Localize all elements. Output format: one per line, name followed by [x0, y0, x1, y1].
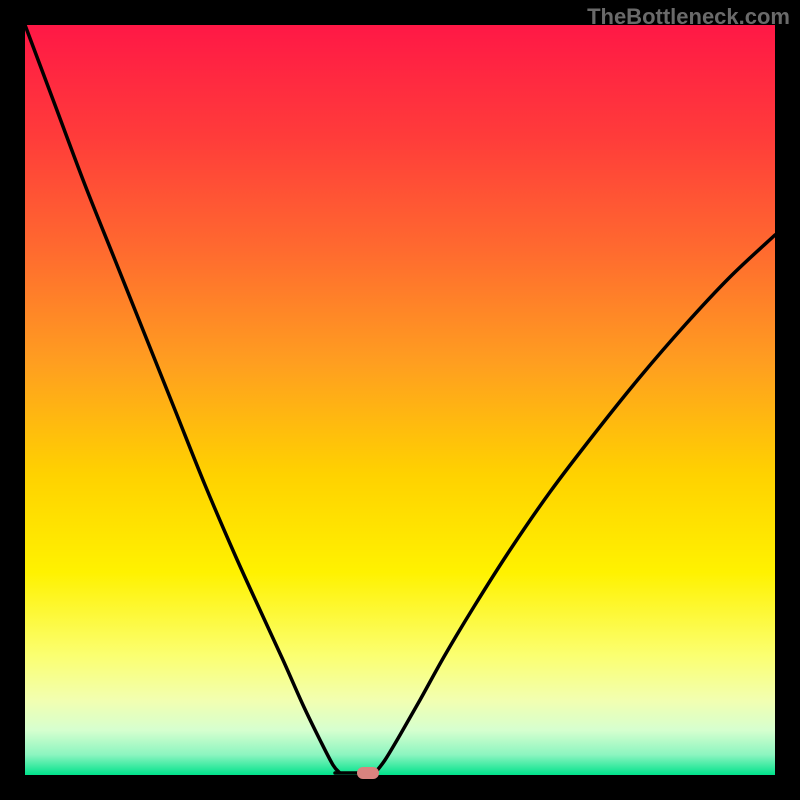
bottleneck-chart: [0, 0, 800, 800]
plot-background: [25, 25, 775, 775]
watermark-text: TheBottleneck.com: [587, 4, 790, 30]
chart-container: TheBottleneck.com: [0, 0, 800, 800]
optimum-marker: [357, 767, 379, 779]
